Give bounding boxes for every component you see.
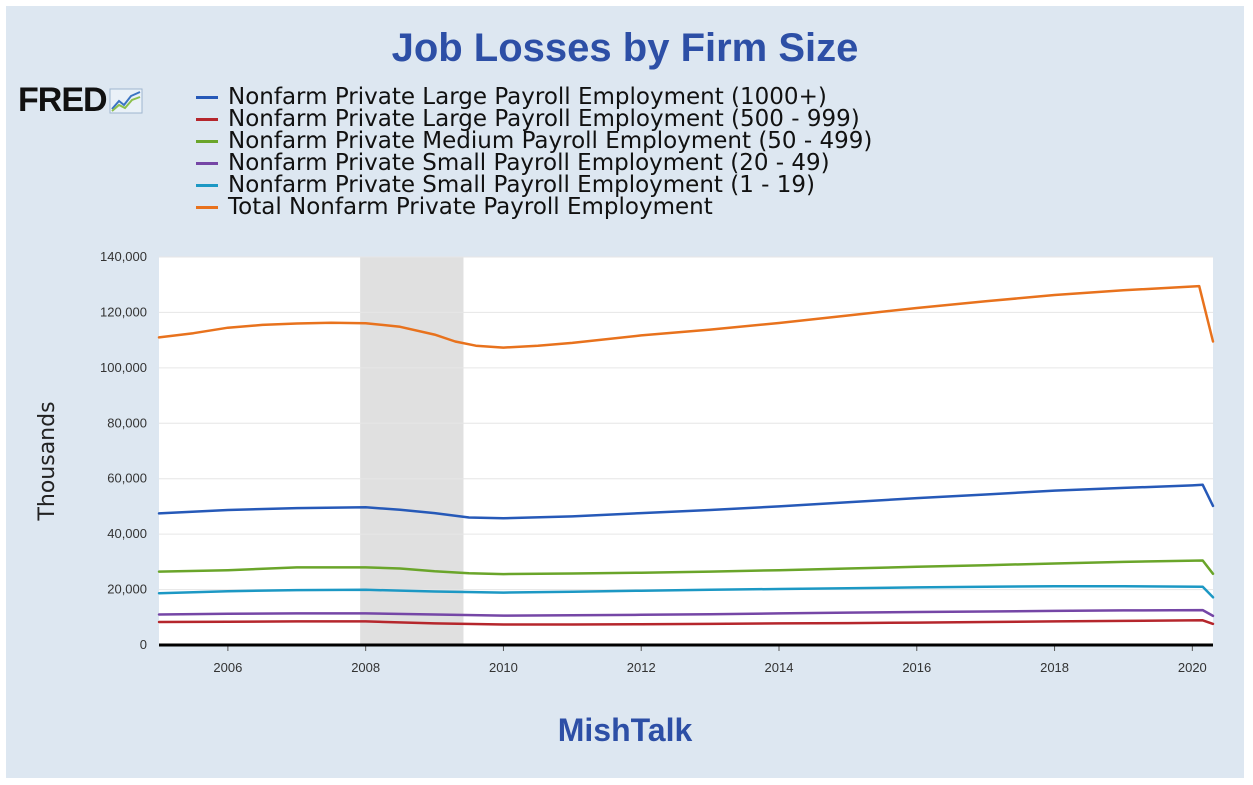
legend-swatch	[196, 139, 218, 143]
y-tick-label: 20,000	[107, 582, 147, 597]
legend-swatch	[196, 183, 218, 187]
legend-swatch	[196, 205, 218, 209]
series-line	[157, 284, 1215, 349]
y-tick-label: 120,000	[100, 304, 147, 319]
y-tick-label: 100,000	[100, 360, 147, 375]
series-line	[157, 584, 1215, 599]
line-chart: 0 20,000 40,000 60,000 80,000 100,000 120,000 1…	[35, 249, 1215, 675]
x-tick-label: 2018	[1040, 660, 1069, 675]
legend-swatch	[196, 117, 218, 121]
x-tick-label: 2016	[902, 660, 931, 675]
y-tick-label: 0	[140, 637, 147, 652]
legend-item: Nonfarm Private Medium Payroll Employmen…	[196, 128, 873, 154]
series-line	[157, 619, 1215, 626]
chart-frame: Job Losses by Firm Size FRED Nonfarm Pri…	[6, 6, 1244, 778]
legend-label: Nonfarm Private Large Payroll Employment…	[228, 84, 827, 110]
y-tick-label: 40,000	[107, 526, 147, 541]
legend-item: Nonfarm Private Large Payroll Employment…	[196, 84, 872, 110]
x-tick-label: 2008	[351, 660, 380, 675]
series-line	[157, 559, 1215, 576]
legend-label: Nonfarm Private Medium Payroll Employmen…	[228, 128, 873, 154]
fred-chart-icon	[109, 88, 143, 113]
y-tick-label: 60,000	[107, 471, 147, 486]
legend-label: Nonfarm Private Small Payroll Employment…	[228, 150, 830, 176]
x-tick-label: 2020	[1178, 660, 1207, 675]
legend-label: Nonfarm Private Large Payroll Employment…	[228, 106, 860, 132]
legend-item: Nonfarm Private Large Payroll Employment…	[196, 106, 872, 132]
legend-item: Nonfarm Private Small Payroll Employment…	[196, 150, 872, 176]
legend-item: Total Nonfarm Private Payroll Employment	[196, 194, 872, 220]
legend-label: Nonfarm Private Small Payroll Employment…	[228, 172, 815, 198]
x-tick-label: 2012	[627, 660, 656, 675]
fred-logo: FRED	[18, 81, 143, 120]
legend-swatch	[196, 161, 218, 165]
x-tick-label: 2010	[489, 660, 518, 675]
legend-swatch	[196, 95, 218, 99]
y-tick-label: 140,000	[100, 249, 147, 264]
series-line	[157, 483, 1215, 520]
recession-shading	[360, 257, 464, 645]
x-tick-label: 2014	[765, 660, 794, 675]
fred-logo-text: FRED	[18, 81, 108, 119]
chart-legend: Nonfarm Private Large Payroll Employment…	[196, 84, 873, 220]
legend-label: Total Nonfarm Private Payroll Employment	[228, 194, 713, 220]
series-line	[157, 608, 1215, 618]
y-axis-title: Thousands	[35, 401, 60, 521]
y-tick-label: 80,000	[107, 415, 147, 430]
chart-title: Job Losses by Firm Size	[391, 26, 859, 70]
x-tick-label: 2006	[213, 660, 242, 675]
legend-item: Nonfarm Private Small Payroll Employment…	[196, 172, 872, 198]
footer-source-label: MishTalk	[557, 712, 693, 748]
